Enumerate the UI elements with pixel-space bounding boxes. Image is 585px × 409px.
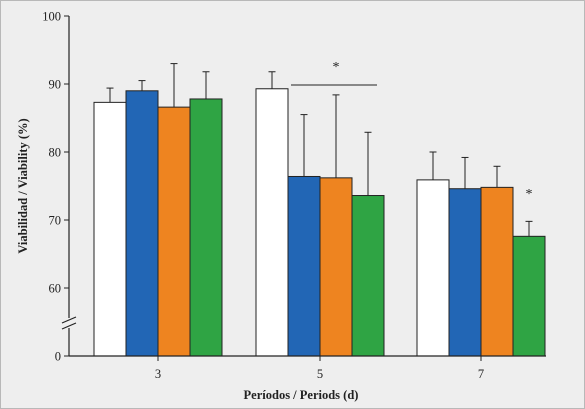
y-tick-label-70: 70 (49, 214, 62, 228)
x-tick-label-7: 7 (478, 367, 484, 381)
x-axis-title: Períodos / Periods (d) (244, 388, 359, 402)
y-tick-label-80: 80 (49, 146, 62, 160)
annotations-layer: * * (291, 60, 533, 202)
bar-s1-period-5 (255, 88, 289, 357)
bar-s2-period-3 (125, 90, 159, 357)
axes-layer (61, 16, 546, 357)
axis-break-gap (63, 318, 75, 328)
y-tick-label-100: 100 (42, 10, 61, 24)
annotation-star-period-5: * (333, 60, 340, 75)
bar-s3-period-7 (480, 186, 514, 357)
ticks-layer: 0 60 70 80 90 100 3 5 7 (42, 10, 484, 382)
bar-s2-period-5 (287, 175, 321, 357)
bar-s4-period-3 (189, 98, 223, 357)
x-tick-label-5: 5 (317, 367, 323, 381)
y-tick-label-0: 0 (55, 350, 61, 364)
bar-s2-period-7 (448, 188, 482, 357)
bar-s1-period-3 (93, 101, 127, 357)
bar-s3-period-5 (319, 177, 353, 357)
bar-s3-period-3 (157, 106, 191, 357)
annotation-star-period-7: * (526, 187, 533, 202)
bar-s4-period-7 (512, 235, 546, 357)
axis-break-mark-upper (61, 316, 77, 324)
y-tick-label-60: 60 (49, 282, 62, 296)
axis-break-mark-lower (61, 322, 77, 330)
y-axis-title: Viabilidad / Viability (%) (16, 118, 30, 253)
error-bars-layer (106, 63, 533, 237)
bar-s4-period-5 (351, 195, 385, 357)
bars-layer (93, 88, 546, 357)
y-tick-label-90: 90 (49, 78, 62, 92)
bar-s1-period-7 (416, 179, 450, 357)
x-tick-label-3: 3 (155, 367, 161, 381)
